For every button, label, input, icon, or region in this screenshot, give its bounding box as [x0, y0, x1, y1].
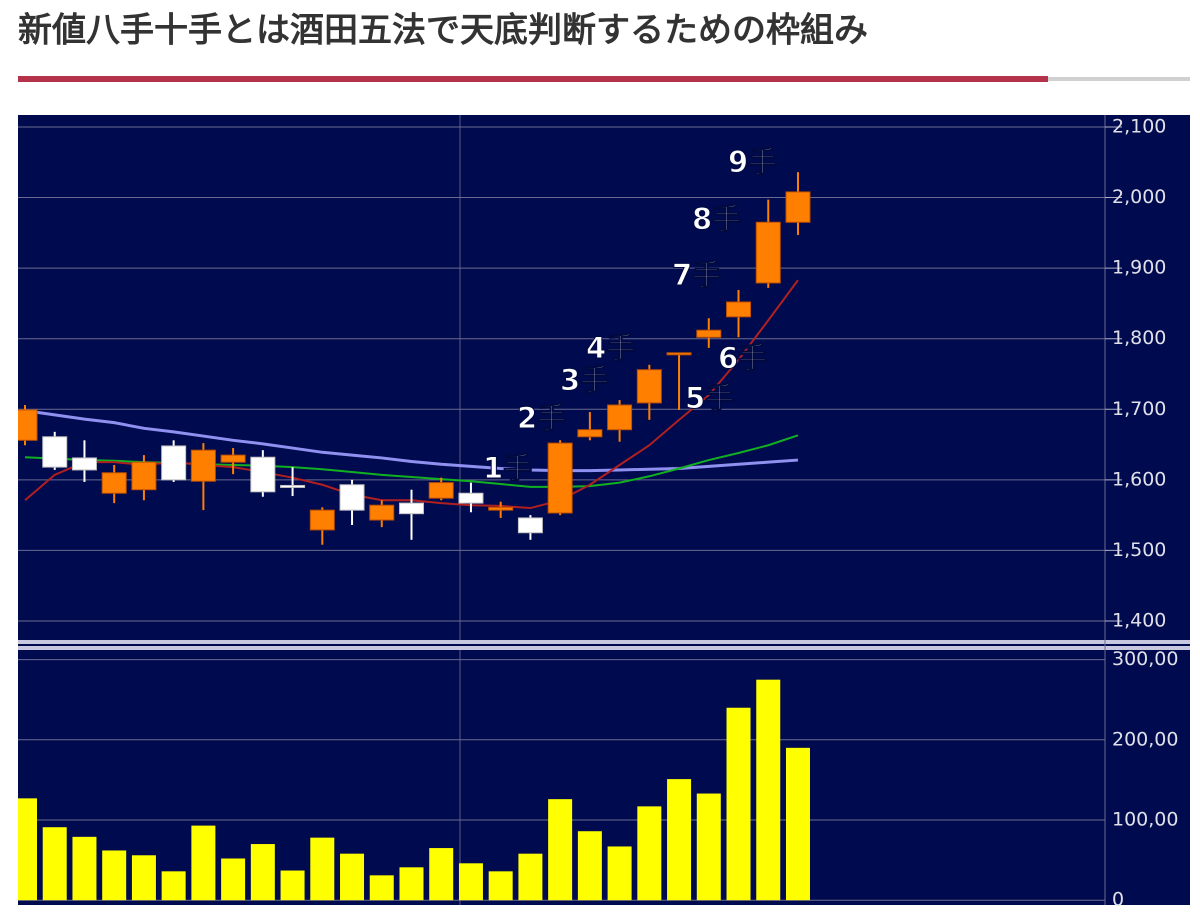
- candle-body: [785, 191, 811, 223]
- volume-tick-label: 100,00: [1112, 809, 1178, 831]
- candle-body: [398, 502, 424, 515]
- volume-bar: [577, 831, 602, 901]
- candle-body: [369, 504, 395, 521]
- annotation: 7手: [672, 258, 721, 292]
- volume-bar: [42, 827, 67, 901]
- annotation: 2手: [517, 401, 566, 435]
- candle-body: [161, 445, 187, 481]
- y-tick-label: 2,100: [1112, 115, 1166, 137]
- y-tick-label: 2,000: [1112, 186, 1166, 208]
- candle-body: [666, 352, 692, 356]
- volume-bar: [726, 707, 751, 901]
- candle-body: [250, 456, 276, 493]
- volume-bar: [607, 846, 632, 901]
- annotation: 6手: [718, 341, 767, 375]
- candle-body: [547, 442, 573, 514]
- candle-body: [428, 482, 454, 499]
- volume-bar: [310, 837, 335, 901]
- volume-bar: [102, 850, 127, 901]
- volume-bar: [72, 836, 97, 901]
- y-tick-label: 1,900: [1112, 257, 1166, 279]
- y-tick-label: 1,700: [1112, 398, 1166, 420]
- candle-body: [636, 369, 662, 404]
- candle-body: [517, 517, 543, 534]
- candle-body: [488, 506, 514, 511]
- volume-bar: [696, 793, 721, 901]
- candle-body: [220, 454, 246, 463]
- chart-background: [18, 115, 1190, 905]
- volume-bar: [191, 825, 216, 901]
- annotation: 5手: [685, 381, 734, 415]
- candle-body: [190, 449, 216, 482]
- volume-bar: [518, 853, 543, 901]
- volume-bar: [280, 870, 305, 901]
- volume-bar: [637, 806, 662, 901]
- volume-bar: [221, 858, 246, 901]
- volume-bar: [399, 867, 424, 901]
- volume-bar: [131, 855, 156, 901]
- volume-bar: [667, 779, 692, 901]
- volume-bar: [429, 848, 454, 901]
- volume-bar: [161, 871, 186, 901]
- annotation: 9手: [728, 145, 777, 179]
- candle-body: [696, 329, 722, 338]
- y-tick-label: 1,800: [1112, 327, 1166, 349]
- volume-bar: [340, 853, 365, 901]
- volume-bar: [488, 871, 513, 901]
- annotation: 8手: [692, 202, 741, 236]
- candle-body: [131, 461, 157, 491]
- volume-bar: [548, 799, 573, 901]
- volume-bar: [369, 875, 394, 901]
- y-tick-label: 1,400: [1112, 609, 1166, 631]
- volume-bar: [785, 747, 810, 901]
- volume-bar: [250, 844, 275, 901]
- title-underline-rest: [1048, 77, 1190, 81]
- candle-body: [726, 301, 752, 318]
- candle-body: [280, 484, 306, 488]
- candle-body: [42, 436, 68, 468]
- annotation: 4手: [586, 331, 635, 365]
- moving-average: [24, 409, 799, 473]
- annotation: 3手: [560, 363, 609, 397]
- candle-body: [18, 409, 38, 441]
- candle-body: [101, 472, 127, 494]
- volume-bar: [458, 863, 483, 901]
- candle-body: [309, 509, 335, 531]
- title-underline: [18, 76, 1048, 82]
- candle-body: [755, 221, 781, 284]
- volume-tick-label: 200,00: [1112, 728, 1178, 750]
- annotation: 1手: [483, 451, 532, 485]
- y-tick-label: 1,600: [1112, 468, 1166, 490]
- volume-bar: [18, 798, 37, 901]
- y-tick-label: 1,500: [1112, 539, 1166, 561]
- candle-body: [71, 457, 97, 471]
- candle-body: [577, 429, 603, 438]
- volume-tick-label: 0: [1112, 889, 1124, 911]
- candle-body: [458, 492, 484, 504]
- volume-bar: [756, 679, 781, 901]
- candle-body: [607, 404, 633, 431]
- volume-tick-label: 300,00: [1112, 648, 1178, 670]
- candle-body: [339, 484, 365, 511]
- page-title: 新値八手十手とは酒田五法で天底判断するための枠組み: [18, 11, 868, 51]
